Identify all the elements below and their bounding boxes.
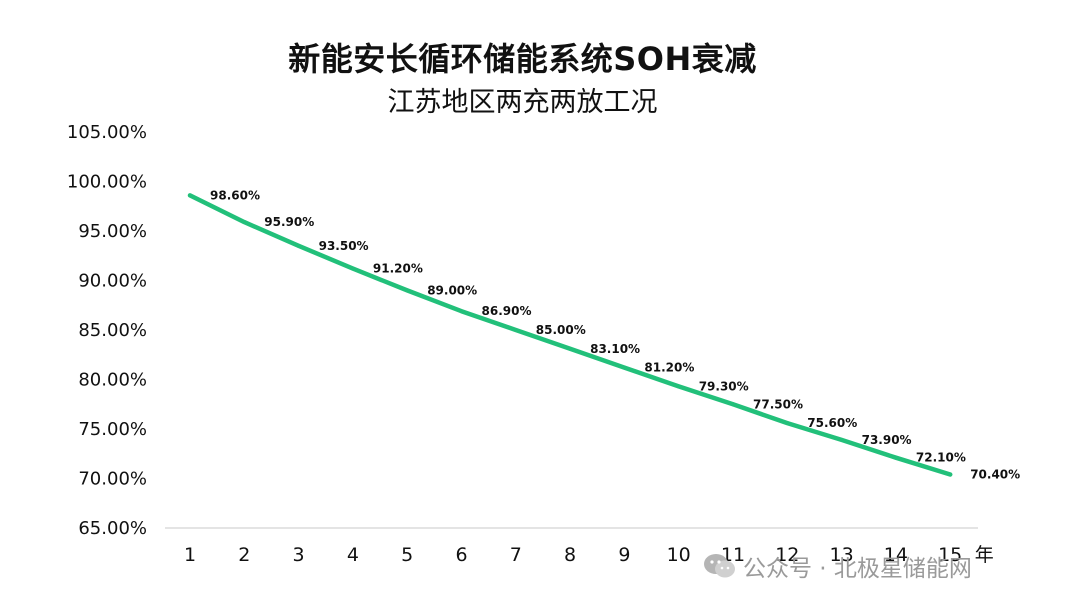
data-label: 98.60% bbox=[210, 188, 260, 202]
data-label: 93.50% bbox=[319, 239, 369, 253]
data-label: 86.90% bbox=[482, 304, 532, 318]
x-axis: 1 2 3 4 5 6 7 8 9 10 11 12 13 14 15 年 bbox=[165, 527, 994, 566]
chart-title: 新能安长循环储能系统SOH衰减 bbox=[288, 40, 757, 78]
y-axis: 65.00% 70.00% 75.00% 80.00% 85.00% 90.00% 95.0… bbox=[67, 122, 147, 539]
series-layer bbox=[187, 193, 953, 477]
data-point bbox=[513, 328, 518, 332]
data-point bbox=[948, 472, 953, 477]
data-label: 70.40% bbox=[970, 468, 1020, 482]
data-point bbox=[785, 421, 790, 426]
data-point bbox=[676, 384, 681, 389]
x-tick-label: 13 bbox=[830, 544, 854, 566]
y-tick-label: 100.00% bbox=[67, 172, 147, 193]
x-tick-label: 4 bbox=[347, 544, 359, 566]
y-tick-label: 80.00% bbox=[78, 370, 147, 391]
data-label: 77.50% bbox=[753, 397, 803, 411]
data-point bbox=[893, 455, 898, 460]
y-tick-label: 65.00% bbox=[78, 518, 147, 539]
x-tick-label: 10 bbox=[667, 544, 691, 566]
data-label: 85.00% bbox=[536, 323, 586, 337]
chart-subtitle: 江苏地区两充两放工况 bbox=[387, 87, 658, 118]
y-tick-label: 70.00% bbox=[78, 469, 147, 490]
x-tick-label: 7 bbox=[510, 544, 522, 566]
x-tick-label: 14 bbox=[884, 544, 908, 566]
x-tick-label: 15 bbox=[938, 544, 962, 566]
x-tick-label: 3 bbox=[293, 544, 305, 566]
data-label: 75.60% bbox=[807, 416, 857, 430]
wechat-icon bbox=[704, 554, 735, 578]
data-point bbox=[242, 220, 247, 225]
data-point bbox=[296, 243, 301, 248]
data-point bbox=[459, 309, 464, 314]
data-point bbox=[568, 346, 573, 351]
data-label: 72.10% bbox=[916, 451, 966, 465]
watermark: 公众号 · 北极星储能网 bbox=[703, 549, 972, 583]
data-point bbox=[731, 402, 735, 407]
data-point bbox=[839, 437, 844, 442]
data-label: 91.20% bbox=[373, 262, 423, 276]
data-point bbox=[188, 193, 192, 198]
x-tick-label: 1 bbox=[184, 544, 196, 566]
data-label: 73.90% bbox=[862, 433, 912, 447]
watermark-text: 公众号 · 北极星储能网 bbox=[743, 556, 972, 582]
data-labels: 98.60% 95.90% 93.50% 91.20% 89.00% 86.90% 85.0… bbox=[210, 188, 1020, 481]
y-tick-label: 85.00% bbox=[78, 320, 147, 341]
x-tick-label: 12 bbox=[775, 544, 799, 566]
data-label: 83.10% bbox=[590, 342, 640, 356]
data-point bbox=[405, 288, 410, 293]
x-tick-label: 9 bbox=[618, 544, 630, 566]
y-tick-label: 95.00% bbox=[78, 221, 147, 242]
x-tick-label: 8 bbox=[564, 544, 576, 566]
data-label: 89.00% bbox=[427, 283, 477, 297]
data-point bbox=[622, 365, 627, 370]
data-point bbox=[350, 266, 355, 271]
y-tick-label: 105.00% bbox=[67, 122, 147, 143]
x-tick-label: 5 bbox=[401, 544, 413, 566]
data-label: 79.30% bbox=[699, 379, 749, 393]
data-label: 95.90% bbox=[264, 215, 314, 229]
x-tick-label: 6 bbox=[455, 544, 467, 566]
data-label: 81.20% bbox=[644, 361, 694, 375]
x-tick-label: 2 bbox=[238, 544, 250, 566]
x-axis-label: 年 bbox=[975, 544, 994, 566]
y-tick-label: 90.00% bbox=[78, 271, 147, 292]
y-tick-label: 75.00% bbox=[78, 419, 147, 440]
